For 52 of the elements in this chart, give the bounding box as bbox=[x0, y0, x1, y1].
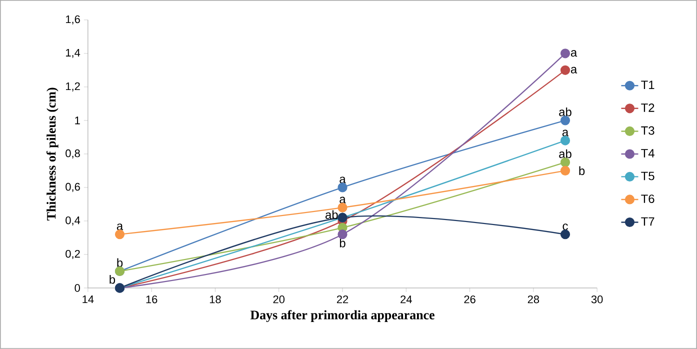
y-tick-label: 1,4 bbox=[66, 48, 80, 58]
annotation: a bbox=[570, 66, 578, 74]
annotation: a bbox=[562, 130, 569, 136]
x-tick-label: 18 bbox=[210, 296, 221, 304]
point bbox=[560, 116, 570, 126]
annotation: b bbox=[110, 275, 116, 284]
point bbox=[560, 230, 570, 240]
x-tick-label: 26 bbox=[464, 296, 476, 304]
point bbox=[560, 65, 570, 76]
x-tick-label: 16 bbox=[146, 296, 158, 304]
annotation: b bbox=[117, 258, 123, 268]
y-tick-label: 0 bbox=[74, 284, 80, 292]
legend-label: T2 bbox=[641, 104, 654, 112]
y-tick-label: 1,2 bbox=[66, 82, 80, 92]
annotation: ab bbox=[326, 210, 338, 220]
legend-label: T3 bbox=[641, 126, 654, 135]
annotation: c bbox=[562, 224, 568, 230]
x-tick-label: 14 bbox=[82, 296, 94, 304]
annotation: b bbox=[579, 166, 585, 176]
y-tick-label: 1 bbox=[75, 116, 80, 124]
point bbox=[338, 230, 348, 240]
y-tick-label: 0,6 bbox=[66, 182, 80, 192]
y-tick-label: 0,2 bbox=[66, 250, 80, 260]
annotation: ab bbox=[559, 149, 572, 158]
legend-label: T6 bbox=[641, 194, 654, 204]
annotation: a bbox=[570, 50, 578, 57]
annotation: a bbox=[116, 224, 124, 230]
point bbox=[560, 158, 570, 168]
x-axis-title: Days after primordia appearance bbox=[250, 310, 434, 322]
x-tick-label: 20 bbox=[273, 296, 285, 304]
y-axis-title: Thickness of pileus (cm) bbox=[46, 88, 58, 221]
legend-label: T5 bbox=[641, 172, 654, 180]
point bbox=[560, 136, 570, 146]
x-tick-label: 22 bbox=[336, 296, 348, 304]
legend-label: T1 bbox=[641, 80, 654, 90]
point bbox=[114, 230, 125, 240]
y-tick-label: 0,8 bbox=[66, 149, 80, 159]
annotation: a bbox=[340, 176, 346, 184]
x-tick-label: 24 bbox=[400, 296, 412, 304]
annotation: a bbox=[340, 196, 346, 204]
y-tick-label: 0,4 bbox=[66, 216, 80, 226]
point bbox=[560, 166, 570, 176]
annotation: ab bbox=[559, 108, 572, 116]
legend-label: T4 bbox=[641, 149, 654, 158]
x-tick-label: 28 bbox=[528, 296, 540, 304]
point bbox=[560, 48, 570, 58]
y-tick-label: 1,6 bbox=[66, 15, 80, 24]
annotation: b bbox=[340, 238, 346, 248]
point bbox=[338, 182, 348, 192]
legend-label: T7 bbox=[641, 217, 654, 226]
x-tick-label: 30 bbox=[591, 296, 603, 304]
point bbox=[338, 202, 348, 212]
